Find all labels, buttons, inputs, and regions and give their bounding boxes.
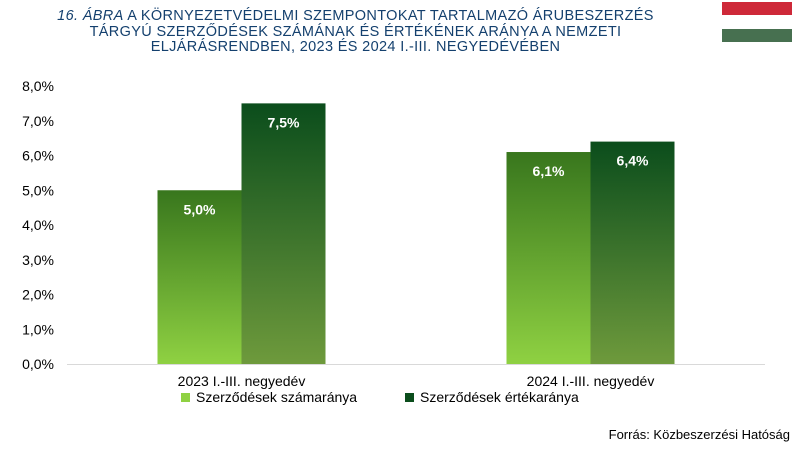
data-label: 7,5% — [268, 114, 300, 130]
flag-stripe-green — [722, 28, 792, 42]
data-label: 6,4% — [617, 153, 649, 169]
title-line-1: A KÖRNYEZETVÉDELMI SZEMPONTOKAT TARTALMA… — [127, 8, 654, 24]
y-tick-label: 8,0% — [22, 78, 54, 94]
legend-swatch-series-1 — [181, 392, 190, 402]
y-tick-label: 3,0% — [22, 252, 54, 268]
flag-stripe-white — [722, 15, 792, 29]
x-tick-label: 2024 I.-III. negyedév — [527, 373, 655, 389]
flag-stripe-red — [722, 2, 792, 16]
title-line-2: TÁRGYÚ SZERZŐDÉSEK SZÁMÁNAK ÉS ÉRTÉKÉNEK… — [89, 23, 622, 40]
figure-number: 16. ÁBRA — [57, 8, 124, 24]
y-tick-label: 0,0% — [22, 356, 54, 372]
source-note: Forrás: Közbeszerzési Hatóság — [608, 427, 790, 442]
data-label: 6,1% — [533, 163, 565, 179]
legend-item-series-1: Szerződések számaránya — [181, 389, 357, 405]
legend-label-series-1: Szerződések számaránya — [196, 389, 358, 405]
hungarian-flag-icon — [722, 2, 792, 42]
y-tick-label: 2,0% — [22, 287, 54, 303]
bar-series-2-1 — [241, 103, 326, 364]
title-line-3: ELJÁRÁSRENDBEN, 2023 ÉS 2024 I.-III. NEG… — [150, 39, 561, 55]
y-tick-label: 5,0% — [22, 182, 54, 198]
bar-series-1-2 — [506, 152, 591, 364]
x-tick-label: 2023 I.-III. negyedév — [178, 373, 306, 389]
chart-legend: Szerződések számaránya Szerződések érték… — [0, 389, 800, 409]
legend-label-series-2: Szerződések értékaránya — [420, 389, 579, 405]
y-tick-label: 6,0% — [22, 148, 54, 164]
bar-series-2-2 — [590, 141, 675, 364]
y-tick-label: 4,0% — [22, 217, 54, 233]
legend-item-series-2: Szerződések értékaránya — [405, 389, 579, 405]
legend-swatch-series-2 — [405, 392, 414, 402]
data-label: 5,0% — [184, 201, 216, 217]
y-tick-label: 7,0% — [22, 113, 54, 129]
bar-series-1-1 — [157, 190, 242, 364]
chart-title: 16. ÁBRA A KÖRNYEZETVÉDELMI SZEMPONTOKAT… — [0, 8, 711, 56]
y-tick-label: 1,0% — [22, 321, 54, 337]
